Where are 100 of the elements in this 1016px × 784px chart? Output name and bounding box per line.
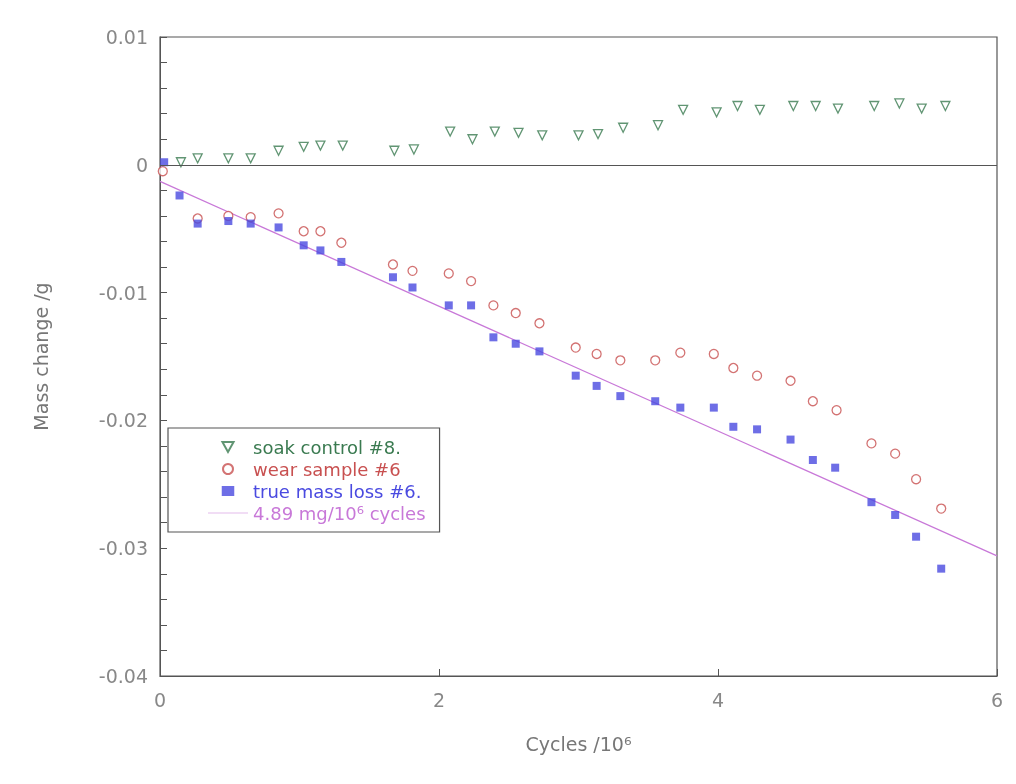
point	[157, 166, 168, 177]
point	[810, 100, 821, 112]
point	[754, 104, 765, 115]
point	[866, 438, 877, 449]
point	[937, 564, 946, 573]
point	[175, 157, 187, 168]
point	[445, 126, 456, 137]
y-tick-label: -0.03	[98, 537, 148, 560]
point	[616, 392, 625, 401]
point	[890, 448, 901, 459]
point	[513, 127, 524, 138]
point	[224, 217, 233, 226]
point	[617, 122, 629, 133]
point	[315, 140, 326, 151]
point	[408, 144, 420, 155]
point	[467, 301, 476, 310]
point	[245, 153, 256, 164]
point	[510, 307, 521, 319]
point	[315, 226, 326, 237]
point	[832, 103, 844, 114]
point	[534, 318, 545, 329]
point	[535, 347, 544, 356]
point	[788, 100, 799, 112]
point	[570, 342, 581, 353]
point	[651, 397, 660, 406]
point	[465, 275, 477, 287]
point	[274, 223, 283, 232]
point	[785, 375, 796, 386]
point	[337, 257, 346, 266]
point	[467, 134, 478, 145]
legend-label: wear sample #6	[253, 458, 401, 480]
point	[193, 219, 202, 228]
point	[408, 283, 417, 292]
point	[299, 241, 308, 250]
point	[936, 503, 947, 514]
x-tick-label: 6	[990, 688, 1004, 711]
point	[711, 107, 722, 118]
point	[511, 339, 520, 348]
point	[273, 208, 284, 219]
point	[912, 532, 921, 541]
point	[573, 130, 584, 141]
y-axis-title: Mass change /g	[29, 282, 52, 431]
point	[489, 126, 500, 137]
point	[615, 355, 626, 366]
x-tick-label: 0	[153, 688, 167, 711]
point	[298, 141, 309, 153]
point	[223, 153, 234, 164]
point	[592, 381, 601, 390]
y-tick-label: 0	[135, 153, 148, 176]
point	[337, 140, 348, 151]
point	[444, 301, 453, 310]
point	[831, 463, 840, 472]
point	[336, 237, 347, 248]
point	[807, 396, 819, 407]
point	[298, 226, 309, 237]
y-tick-label: -0.01	[98, 281, 148, 304]
point	[488, 300, 499, 311]
point	[709, 403, 718, 412]
point	[729, 422, 738, 431]
point	[389, 145, 400, 156]
point	[708, 348, 719, 360]
point	[894, 98, 905, 109]
point	[591, 348, 602, 360]
point	[753, 425, 762, 434]
point	[676, 403, 685, 412]
point	[831, 405, 842, 416]
x-tick-label: 4	[711, 688, 725, 711]
point	[650, 355, 661, 366]
point	[443, 268, 454, 279]
point	[388, 273, 397, 282]
point	[786, 435, 795, 444]
point	[940, 100, 951, 112]
point	[489, 333, 498, 342]
point	[175, 191, 184, 200]
x-axis-title: Cycles /10⁶	[525, 732, 632, 755]
point	[246, 219, 255, 228]
point	[867, 498, 876, 507]
point	[316, 246, 325, 255]
point	[869, 100, 880, 112]
point	[732, 100, 743, 112]
point	[675, 347, 686, 358]
point	[592, 128, 604, 140]
y-tick-label: -0.04	[98, 665, 148, 687]
point	[273, 145, 284, 156]
x-tick-label: 2	[432, 688, 446, 711]
point	[407, 265, 418, 277]
point	[910, 474, 922, 485]
legend-label: 4.89 mg/10⁶ cycles	[253, 502, 426, 524]
y-tick-label: -0.02	[98, 409, 148, 432]
y-tick-label: 0.01	[105, 26, 148, 48]
point	[537, 130, 548, 141]
point	[808, 456, 817, 465]
point	[387, 259, 399, 270]
point	[192, 153, 203, 164]
point	[891, 510, 900, 519]
point	[916, 103, 927, 114]
point	[728, 362, 739, 374]
point	[571, 371, 580, 380]
legend-label: soak control #8.	[253, 436, 401, 458]
point	[677, 104, 689, 115]
